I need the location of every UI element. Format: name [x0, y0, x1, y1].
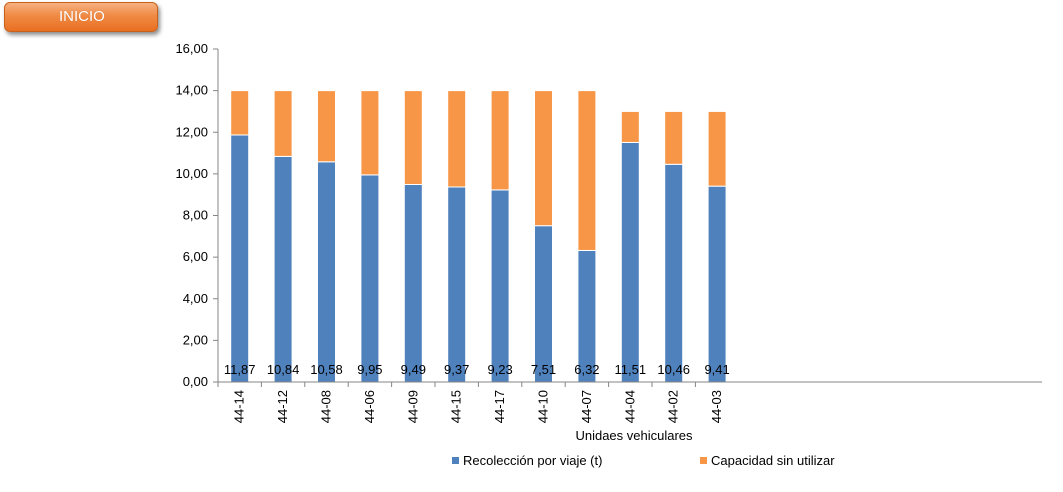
x-tick-label: 44-09 [405, 390, 420, 423]
y-tick-label: 2,00 [183, 332, 208, 347]
x-tick-label: 44-14 [232, 390, 247, 423]
bar-capacidad [230, 90, 250, 136]
y-tick-label: 0,00 [183, 374, 208, 389]
x-tick-label: 44-08 [319, 390, 334, 423]
y-tick-label: 6,00 [183, 249, 208, 264]
bar-capacidad [620, 110, 640, 143]
x-tick-label: 44-17 [492, 390, 507, 423]
bar-recoleccion [447, 186, 467, 383]
data-label: 6,32 [574, 362, 599, 377]
bar-capacidad [403, 90, 423, 185]
bar-capacidad [317, 90, 336, 163]
bar-capacidad [707, 110, 727, 187]
inicio-button[interactable]: INICIO [4, 2, 158, 32]
y-tick-label: 12,00 [175, 124, 208, 139]
data-label: 11,51 [615, 362, 647, 377]
bar-recoleccion [707, 185, 727, 383]
x-tick-label: 44-04 [622, 390, 637, 423]
bar-recoleccion [403, 183, 423, 383]
bar-capacidad [490, 90, 510, 191]
x-tick-label: 44-02 [666, 390, 681, 423]
x-axis: 44-14 44-12 44-08 44-06 44-09 44-15 44-17 44-10… [217, 381, 1042, 423]
bar-recoleccion [534, 225, 553, 383]
legend: Recolección por viaje (t) Capacidad sin u… [452, 453, 835, 468]
bar-capacidad [534, 90, 553, 227]
data-label: 10,58 [310, 362, 343, 377]
data-label: 10,84 [267, 362, 300, 377]
y-axis: 0,00 2,00 4,00 6,00 8,00 10,00 12,00 14,00 16,00 [175, 41, 219, 389]
data-label: 9,41 [704, 362, 729, 377]
data-label: 11,87 [224, 362, 256, 377]
legend-swatch [452, 457, 459, 464]
y-tick-label: 8,00 [183, 208, 208, 223]
x-tick-label: 44-07 [579, 390, 594, 423]
x-tick-label: 44-03 [709, 390, 724, 423]
bar-capacidad [273, 90, 293, 157]
y-tick-label: 10,00 [175, 166, 208, 181]
data-label: 9,37 [444, 362, 469, 377]
bar-recoleccion [620, 141, 640, 383]
bar-capacidad [577, 90, 597, 251]
x-tick-label: 44-12 [275, 390, 290, 423]
x-tick-label: 44-06 [362, 390, 377, 423]
bar-recoleccion [317, 161, 336, 383]
x-tick-label: 44-15 [449, 390, 464, 423]
x-tick-label: 44-10 [536, 390, 551, 423]
bar-recoleccion [230, 134, 250, 383]
data-label: 7,51 [531, 362, 556, 377]
legend-label: Recolección por viaje (t) [463, 453, 602, 468]
data-label: 9,49 [401, 362, 426, 377]
bar-recoleccion [664, 163, 684, 383]
y-tick-label: 14,00 [175, 83, 208, 98]
bar-recoleccion [360, 174, 380, 383]
legend-label: Capacidad sin utilizar [711, 453, 835, 468]
legend-swatch [700, 457, 707, 464]
bar-recoleccion [490, 189, 510, 383]
bars: 11,87 10,84 10,58 9,95 9,49 9,37 9,23 7,51 6,32 1… [224, 90, 730, 383]
bar-capacidad [664, 110, 684, 165]
bar-capacidad [447, 90, 467, 188]
data-label: 10,46 [657, 362, 690, 377]
y-tick-label: 4,00 [183, 291, 208, 306]
data-label: 9,23 [487, 362, 512, 377]
bar-recoleccion [273, 155, 293, 383]
y-tick-label: 16,00 [175, 41, 208, 56]
bar-capacidad [360, 90, 380, 176]
x-axis-title: Unidaes vehiculares [575, 428, 693, 443]
data-label: 9,95 [357, 362, 382, 377]
